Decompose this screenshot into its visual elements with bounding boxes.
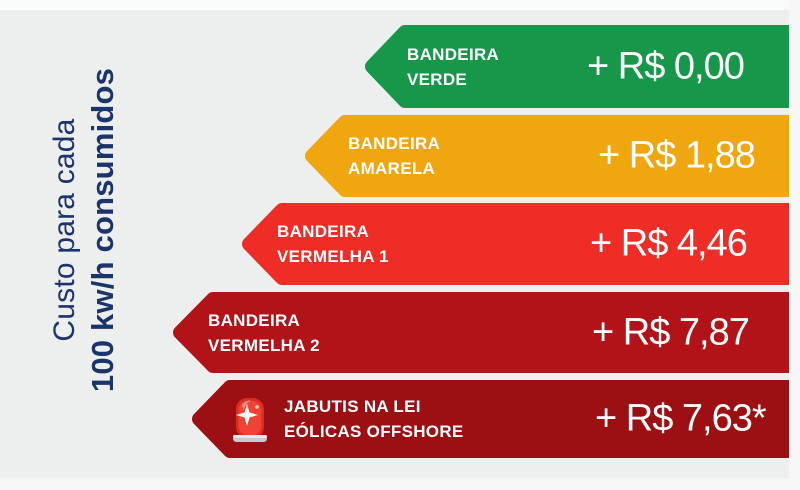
banner-label: BANDEIRA VERMELHA 2 [208, 310, 320, 355]
y-axis-title-line2: 100 kw/h consumidos [85, 67, 120, 393]
bar-bandeira-vermelha-1: BANDEIRA VERMELHA 1 + R$ 4,46 [242, 203, 789, 285]
siren-icon [233, 398, 267, 442]
banner-value: + R$ 4,46 [590, 222, 748, 265]
banner-label: BANDEIRA VERMELHA 1 [277, 222, 389, 266]
banner-label: BANDEIRA AMARELA [348, 134, 441, 178]
banner-arrow-shape [192, 380, 789, 458]
banner-value: + R$ 7,87 [592, 311, 750, 353]
y-axis-title: Custo para cada 100 kw/h consumidos [46, 20, 122, 440]
right-edge-strip [789, 0, 800, 490]
bar-bandeira-amarela: BANDEIRA AMARELA + R$ 1,88 [305, 115, 789, 197]
bar-jabutis-eolicas-offshore: JABUTIS NA LEI EÓLICAS OFFSHORE + R$ 7,6… [192, 380, 789, 458]
bar-bandeira-verde: BANDEIRA VERDE + R$ 0,00 [365, 25, 789, 108]
y-axis-title-line1: Custo para cada [48, 118, 81, 342]
banner-label: BANDEIRA VERDE [407, 44, 500, 89]
banner-value: + R$ 7,63* [595, 397, 767, 440]
banner-arrow-shape [305, 115, 789, 197]
banner-arrow-shape [173, 292, 789, 373]
bottom-edge-strip [0, 478, 800, 490]
bar-bandeira-vermelha-2: BANDEIRA VERMELHA 2 + R$ 7,87 [173, 292, 789, 373]
banner-value: + R$ 0,00 [587, 45, 745, 87]
banner-arrow-shape [365, 25, 789, 108]
banner-value: + R$ 1,88 [598, 134, 756, 177]
banner-label: JABUTIS NA LEI EÓLICAS OFFSHORE [284, 397, 464, 441]
banner-arrow-shape [242, 203, 789, 285]
top-edge-strip [0, 0, 800, 10]
